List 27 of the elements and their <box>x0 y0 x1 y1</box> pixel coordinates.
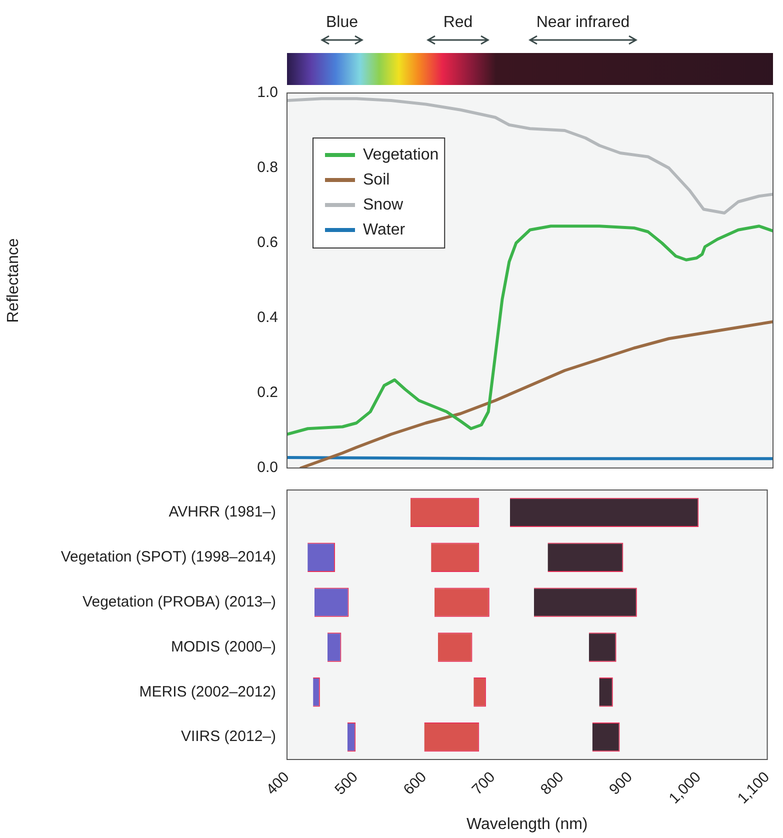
text: Near infrared <box>535 13 631 33</box>
x-tick-label: 600 <box>400 768 430 798</box>
y-tick-label: Vegetation (PROBA) (2013–) <box>82 593 276 610</box>
y-tick-label: 0.4 <box>257 309 278 326</box>
y-tick-label: 0.2 <box>257 384 278 402</box>
x-tick-label: 900 <box>606 768 636 798</box>
y-tick-label: Vegetation (SPOT) (1998–2014) <box>60 548 276 566</box>
y-tick-label: 1.0 <box>257 84 278 102</box>
x-tick-label: 400 <box>263 768 293 798</box>
y-tick-label: MODIS (2000–) <box>170 638 276 656</box>
x-tick-label: 500 <box>332 768 362 798</box>
legend-label: Snow <box>363 196 404 214</box>
y-tick-label: VIIRS (2012–) <box>180 728 276 746</box>
y-tick-label: 0.8 <box>257 159 278 176</box>
y-tick-label: 0.0 <box>257 459 278 476</box>
legend-label: Vegetation <box>363 146 439 164</box>
text: Red <box>443 14 473 31</box>
x-tick-label: 700 <box>468 768 499 798</box>
y-tick-label: MERIS (2002–2012) <box>139 683 276 700</box>
y-tick-label: AVHRR (1981–) <box>168 504 276 521</box>
legend-label: Soil <box>363 171 390 188</box>
text: Blue <box>324 13 360 33</box>
y-axis-title: Reflectance <box>5 238 22 323</box>
y-tick-label: 0.6 <box>257 234 278 252</box>
x-axis-title: Wavelength (nm) <box>466 816 588 833</box>
legend-label: Water <box>363 221 406 238</box>
x-tick-label: 800 <box>537 768 568 798</box>
